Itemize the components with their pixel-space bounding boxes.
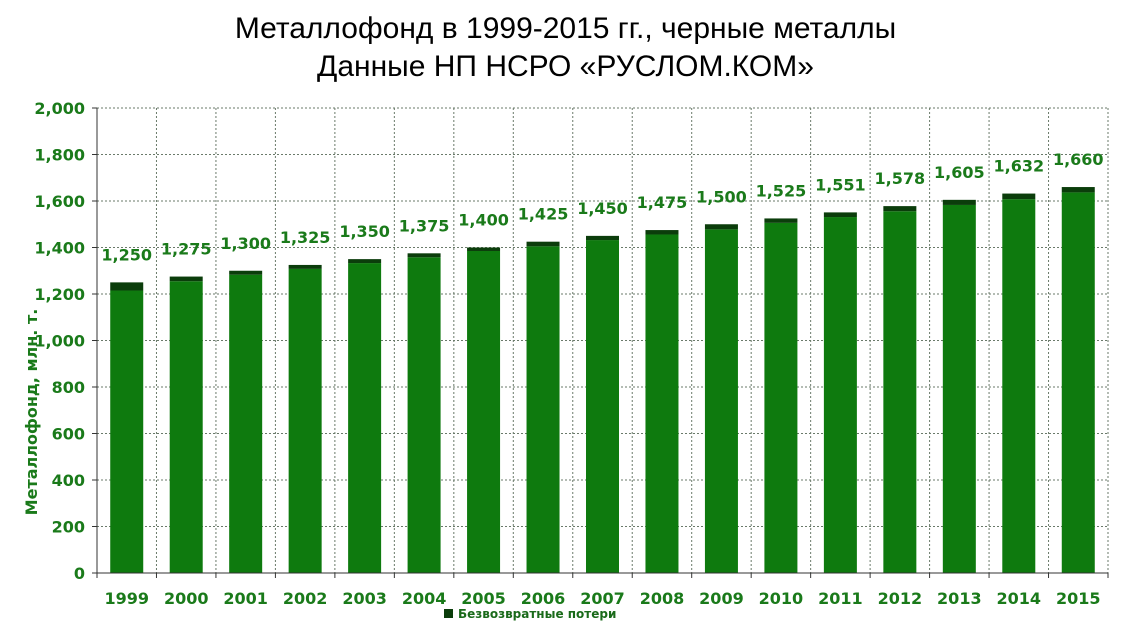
data-label: 1,250: [101, 245, 152, 264]
data-label: 1,300: [220, 234, 271, 253]
x-tick-label: 2009: [699, 589, 744, 608]
bar-2001: [229, 274, 263, 573]
data-label: 1,325: [280, 228, 331, 247]
legend-swatch: [444, 609, 453, 618]
y-axis-label: Металлофонд, млн. т.: [22, 309, 41, 516]
bar-2000: [169, 281, 203, 573]
bar-2007: [586, 240, 619, 573]
bar-loss-2004: [407, 253, 441, 258]
data-label: 1,375: [399, 216, 450, 235]
bar-2003: [348, 263, 382, 573]
x-tick-label: 2010: [759, 589, 804, 608]
bar-2013: [942, 204, 976, 573]
x-tick-label: 2007: [580, 589, 625, 608]
data-label: 1,500: [696, 187, 747, 206]
bar-loss-2002: [288, 264, 322, 269]
bar-loss-2010: [764, 218, 798, 223]
x-tick-label: 2002: [283, 589, 328, 608]
legend: Безвозвратные потери: [444, 607, 616, 621]
bar-2004: [407, 257, 441, 573]
bar-loss-2007: [586, 235, 619, 241]
bar-2002: [288, 268, 322, 573]
x-tick-label: 1999: [104, 589, 149, 608]
bar-1999: [110, 290, 144, 573]
x-tick-label: 2013: [937, 589, 982, 608]
data-label: 1,425: [518, 205, 569, 224]
y-tick-label: 1,400: [34, 239, 85, 258]
y-tick-label: 400: [52, 471, 85, 490]
x-tick-label: 2005: [461, 589, 506, 608]
x-tick-label: 2003: [342, 589, 387, 608]
bar-loss-2008: [645, 230, 679, 235]
bars: [110, 187, 1095, 574]
bar-2015: [1061, 192, 1095, 573]
x-tick-labels: 1999 2000 2001 2002 2003 2004 2005 2006 2007 2008…: [104, 589, 1100, 608]
chart-subtitle: Данные НП НСРО «РУСЛОМ.КОМ»: [317, 50, 814, 83]
bar-2012: [883, 211, 917, 574]
x-tick-label: 2001: [223, 589, 268, 608]
bar-loss-2000: [169, 276, 203, 282]
bar-loss-2014: [1002, 193, 1036, 200]
bar-2009: [704, 229, 738, 574]
y-tick-label: 200: [52, 518, 85, 537]
chart-title: Металлофонд в 1999-2015 гг., черные мета…: [234, 12, 897, 45]
bar-loss-2011: [823, 212, 857, 218]
data-label: 1,660: [1053, 150, 1104, 169]
x-tick-label: 2012: [878, 589, 923, 608]
x-tick-label: 2000: [164, 589, 209, 608]
axes: [92, 107, 1109, 578]
legend-label: Безвозвратные потери: [458, 607, 616, 621]
bar-2011: [823, 217, 857, 574]
y-tick-label: 1,600: [34, 192, 85, 211]
bar-2006: [526, 246, 560, 573]
data-label: 1,275: [161, 240, 212, 259]
y-tick-labels: 0 200 400 600 800 1,000 1,200 1,400 1,600 1,800 2,…: [34, 99, 85, 583]
x-tick-label: 2004: [402, 589, 447, 608]
x-tick-label: 2008: [640, 589, 685, 608]
y-tick-label: 1,000: [34, 332, 85, 351]
data-label: 1,605: [934, 163, 985, 182]
data-label: 1,475: [637, 193, 688, 212]
y-tick-label: 2,000: [34, 99, 85, 118]
data-label: 1,632: [993, 157, 1044, 176]
bar-2010: [764, 222, 798, 574]
data-label: 1,525: [756, 181, 807, 200]
data-label: 1,578: [875, 169, 926, 188]
bar-loss-2013: [942, 199, 976, 205]
y-tick-label: 600: [52, 425, 85, 444]
bar-loss-2003: [348, 259, 382, 264]
bar-loss-2005: [467, 247, 501, 251]
data-label: 1,551: [815, 175, 866, 194]
bar-2014: [1002, 199, 1036, 573]
data-label: 1,350: [339, 222, 390, 241]
x-tick-label: 2015: [1056, 589, 1101, 608]
y-tick-label: 1,200: [34, 285, 85, 304]
bar-loss-2015: [1061, 187, 1095, 193]
bar-loss-2009: [704, 224, 738, 230]
data-label: 1,400: [458, 211, 509, 230]
x-tick-label: 2011: [818, 589, 863, 608]
bar-loss-2006: [526, 241, 560, 247]
bar-loss-1999: [110, 282, 144, 291]
bar-2008: [645, 234, 679, 574]
bar-loss-2012: [883, 206, 917, 212]
y-tick-label: 1,800: [34, 146, 85, 165]
y-tick-label: 800: [52, 378, 85, 397]
x-tick-label: 2014: [997, 589, 1042, 608]
bar-loss-2001: [229, 270, 263, 275]
y-tick-label: 0: [74, 564, 85, 583]
data-label: 1,450: [577, 199, 628, 218]
x-tick-label: 2006: [521, 589, 566, 608]
data-labels: 1,250 1,275 1,300 1,325 1,350 1,375 1,400 1,425…: [101, 150, 1103, 264]
bar-2005: [467, 250, 501, 574]
